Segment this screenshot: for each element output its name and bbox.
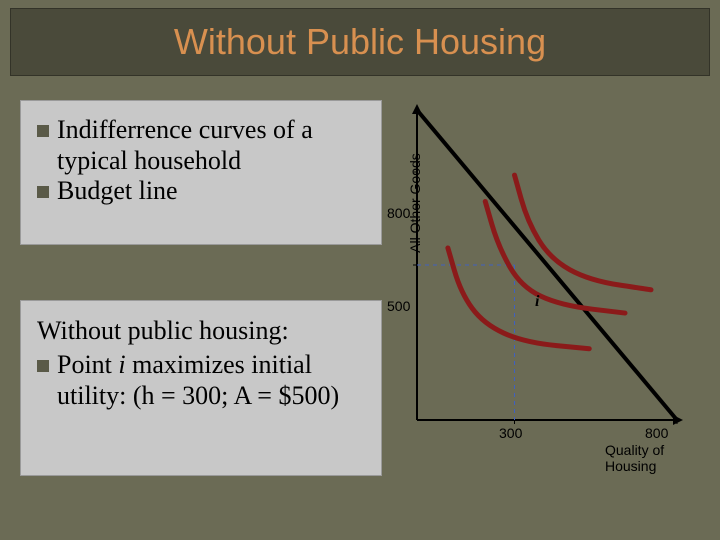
slide-root: Without Public Housing Indifferrence cur… <box>0 0 720 540</box>
text-box-bottom: Without public housing: Point i maximize… <box>20 300 382 476</box>
bullet-indifference: Indifferrence curves of a typical househ… <box>37 115 365 176</box>
slide-title: Without Public Housing <box>174 21 546 63</box>
x-tick-800: 800 <box>645 425 668 441</box>
text-box-top: Indifferrence curves of a typical househ… <box>20 100 382 245</box>
bullet-text: Point i maximizes initial utility: (h = … <box>57 350 365 411</box>
bullet-budget: Budget line <box>37 176 365 207</box>
bullet-var: i <box>118 350 125 379</box>
title-band: Without Public Housing <box>10 8 710 76</box>
chart-svg <box>395 100 705 460</box>
bullet-text: Budget line <box>57 176 178 207</box>
bullet-square-icon <box>37 125 49 137</box>
intro-text: Without public housing: <box>37 315 365 346</box>
point-i-label: i <box>535 293 539 311</box>
chart-container: All Other Goods 800 500 300 800 i Qualit… <box>395 100 705 480</box>
bullet-point-i: Point i maximizes initial utility: (h = … <box>37 350 365 411</box>
y-tick-800: 800 <box>387 205 410 221</box>
bullet-text: Indifferrence curves of a typical househ… <box>57 115 365 176</box>
x-tick-300: 300 <box>499 425 522 441</box>
bullet-square-icon <box>37 186 49 198</box>
bullet-square-icon <box>37 360 49 372</box>
x-axis-label: Quality of Housing <box>605 442 705 474</box>
y-tick-500: 500 <box>387 298 410 314</box>
bullet-pre: Point <box>57 350 118 379</box>
